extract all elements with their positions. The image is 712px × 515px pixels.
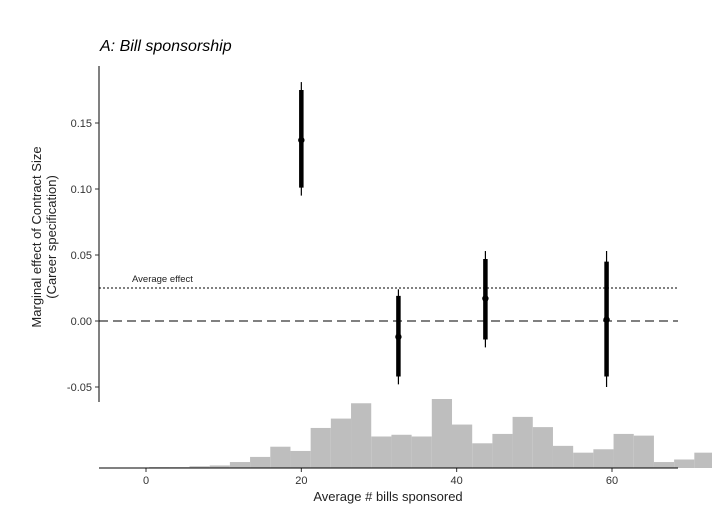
histogram-bar <box>431 399 453 468</box>
data-point <box>603 316 610 323</box>
histogram-bar <box>330 418 352 468</box>
y-axis: -0.05 0.00 0.05 0.10 0.15 <box>67 66 100 402</box>
y-tick-label: 0.00 <box>71 316 92 328</box>
histogram-bar <box>351 403 372 468</box>
x-axis-label: Average # bills sponsored <box>313 489 462 504</box>
histogram-bar <box>270 446 291 468</box>
histogram <box>99 399 712 469</box>
data-point <box>395 333 402 341</box>
histogram-bar <box>290 450 311 468</box>
y-tick-label: 0.10 <box>71 184 92 196</box>
y-tick-label: -0.05 <box>67 382 92 394</box>
data-point <box>298 136 305 144</box>
histogram-bar <box>209 465 230 468</box>
y-tick-label: 0.15 <box>71 118 92 130</box>
average-effect-label: Average effect <box>132 274 193 285</box>
x-tick-label: 40 <box>451 475 463 487</box>
histogram-bar <box>250 456 271 468</box>
histogram-bar <box>593 449 614 468</box>
chart-title: A: Bill sponsorship <box>99 38 232 55</box>
data-point <box>482 295 489 302</box>
x-axis: 0 20 40 60 <box>143 468 618 487</box>
histogram-bar <box>694 452 712 468</box>
y-tick-label: 0.05 <box>71 250 92 262</box>
histogram-bar <box>310 427 331 468</box>
histogram-bar <box>452 424 473 468</box>
histogram-bar <box>653 462 675 468</box>
data-points <box>298 82 610 387</box>
reference-lines: Average effect <box>99 274 678 322</box>
histogram-bar <box>613 433 634 468</box>
histogram-bar <box>573 452 594 468</box>
histogram-bar <box>229 462 251 468</box>
x-tick-label: 0 <box>143 475 149 487</box>
histogram-bar <box>189 466 210 468</box>
histogram-bar <box>391 434 412 468</box>
histogram-bar <box>674 459 695 468</box>
y-axis-label-line2: (Career specification) <box>44 175 59 299</box>
histogram-bar <box>492 433 513 468</box>
y-axis-label-line1: Marginal effect of Contract Size <box>29 146 44 327</box>
histogram-bar <box>552 445 574 468</box>
x-tick-label: 20 <box>295 475 307 487</box>
histogram-bar <box>472 443 493 468</box>
histogram-bar <box>411 436 432 468</box>
histogram-bar <box>371 436 392 468</box>
histogram-bar <box>633 435 654 468</box>
histogram-bar <box>532 427 553 468</box>
x-tick-label: 60 <box>606 475 618 487</box>
histogram-bar <box>512 416 533 468</box>
